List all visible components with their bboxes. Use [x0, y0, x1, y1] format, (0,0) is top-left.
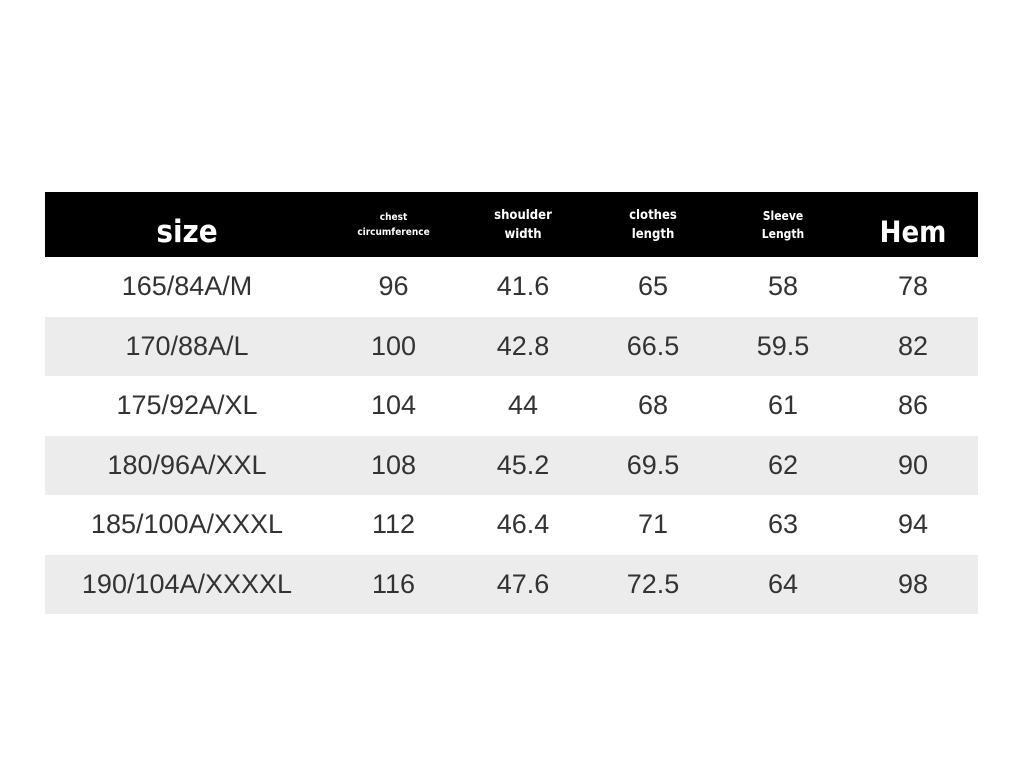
table-cell: 46.4 — [496, 509, 550, 540]
table-cell: 66.5 — [626, 330, 680, 361]
table-cell: 116 — [371, 568, 416, 599]
table-cell: 72.5 — [626, 568, 680, 599]
table-cell: 82 — [897, 330, 929, 361]
table-cell: 63 — [767, 509, 799, 540]
table-cell: 94 — [897, 509, 929, 540]
row-background — [45, 435, 978, 495]
table-cell: 86 — [897, 390, 929, 421]
header-cell: size — [45, 192, 329, 257]
table-cell: 98 — [897, 568, 929, 599]
table-cell: 62 — [767, 449, 799, 480]
table-cell: 104 — [370, 390, 417, 421]
table-cell: 175/92A/XL — [116, 390, 258, 421]
table-cell: 65 — [637, 271, 669, 302]
row-background — [45, 376, 978, 436]
table-cell: 71 — [637, 509, 669, 540]
header-cell: Sleeve Length — [758, 192, 808, 257]
table-cell: 78 — [897, 271, 929, 302]
header-cell: chest circumference — [357, 192, 430, 257]
table-cell: 58 — [767, 271, 799, 302]
table-cell: 41.6 — [496, 271, 550, 302]
table-cell: 165/84A/M — [121, 271, 253, 302]
table-cell: 69.5 — [626, 449, 680, 480]
row-background — [45, 554, 978, 614]
row-background — [45, 257, 978, 317]
table-cell: 112 — [371, 509, 416, 540]
table-cell: 90 — [897, 449, 929, 480]
table-cell: 68 — [637, 390, 669, 421]
table-cell: 61 — [767, 390, 799, 421]
table-cell: 185/100A/XXXL — [90, 509, 284, 540]
table-cell: 59.5 — [756, 330, 810, 361]
table-cell: 42.8 — [496, 330, 550, 361]
table-cell: 45.2 — [496, 449, 550, 480]
table-cell: 108 — [370, 449, 417, 480]
table-cell: 47.6 — [496, 568, 550, 599]
table-cell: 64 — [767, 568, 799, 599]
header-cell: Hem — [848, 192, 978, 257]
header-cell: shoulder width — [493, 192, 553, 257]
table-cell: 180/96A/XXL — [107, 449, 267, 480]
row-background — [45, 316, 978, 376]
header-cell: clothes length — [623, 192, 683, 257]
row-background — [45, 495, 978, 555]
table-cell: 100 — [370, 330, 417, 361]
table-cell: 170/88A/L — [125, 330, 249, 361]
table-cell: 44 — [507, 390, 539, 421]
table-cell: 190/104A/XXXXL — [81, 568, 293, 599]
table-cell: 96 — [378, 271, 409, 302]
